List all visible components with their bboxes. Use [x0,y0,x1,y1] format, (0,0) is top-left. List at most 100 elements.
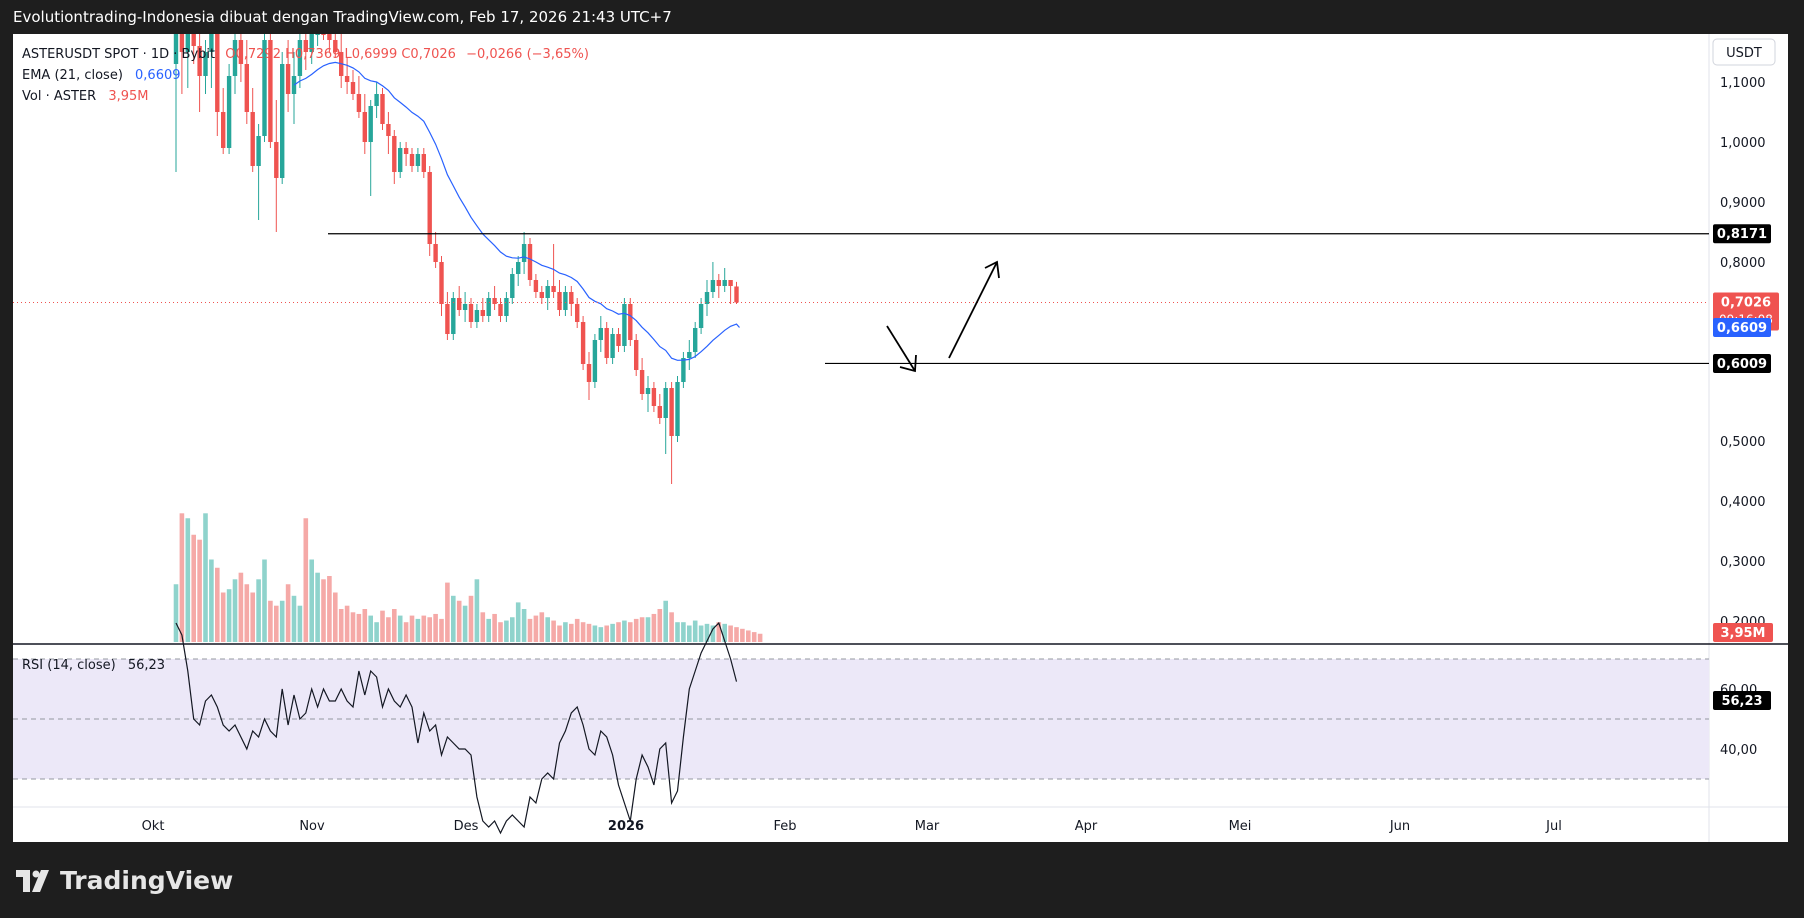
price-tick: 0,9000 [1720,196,1766,211]
volume-bar [740,628,745,642]
volume-bar [580,622,586,642]
volume-bar [179,513,185,642]
candle [675,376,680,442]
candle [262,28,267,142]
candle [710,262,716,298]
candle [468,298,474,328]
ema-price-label: 0,6609 [1717,321,1767,336]
candle [521,232,527,274]
volume-bar [616,622,621,642]
candle [445,292,450,340]
volume-bar [362,609,368,642]
volume-bar [692,620,698,642]
legend-rsi-label: RSI (14, close) [22,658,116,673]
price-tick: 0,5000 [1720,435,1766,450]
volume-bar [468,595,474,642]
volume-bar [462,605,468,642]
legend-symbol[interactable]: ASTERUSDT SPOT · 1D · Bybit [22,47,215,62]
volume-bar [291,595,297,642]
price-tick: 1,0000 [1720,136,1766,151]
rsi-line [175,621,738,835]
time-label: Nov [299,819,325,834]
volume-bar [185,518,191,642]
volume-bar [633,618,639,642]
tradingview-logo[interactable]: TradingView [16,866,233,895]
volume-bar [663,600,668,642]
volume-bar [338,609,344,642]
time-label: Apr [1075,819,1098,834]
volume-bar [704,623,710,642]
candle [628,298,633,346]
tradingview-logo-text: TradingView [60,866,234,895]
volume-bar [409,615,415,642]
candle [575,298,580,328]
candle [221,88,226,154]
currency-box[interactable] [1712,38,1776,66]
volume-bar [191,534,196,642]
volume-bar [545,617,550,642]
volume-bar [657,609,663,642]
candle [392,130,397,184]
price-axis-labels: 0,8171 0,7026 09:16:08 0,6609 0,6009 3,9… [1713,224,1779,710]
price-chart[interactable]: USDT 1,1000 1,0000 0,9000 0,8000 0,5000 … [13,22,1788,842]
candle [203,40,208,94]
legend-rsi-value: 56,23 [128,658,165,673]
candle [510,268,515,304]
legend-rsi[interactable]: RSI (14, close) 56,23 [22,658,165,673]
candle [663,382,668,454]
candle [451,292,456,340]
volume-bar [527,618,533,642]
candle [380,88,385,130]
legend-change: −0,0266 (−3,65%) [466,47,589,62]
candle [350,70,356,100]
volume-bar [268,600,273,642]
volume-bar [386,617,391,642]
candle [687,340,692,370]
volume-bar [539,612,545,642]
ema-line [293,61,740,361]
volume-bar [433,613,438,642]
candle [716,274,721,298]
volume-bar [492,613,497,642]
volume-bar [297,605,303,642]
volume-bar [439,618,444,642]
candle [427,166,432,256]
candle [280,52,285,184]
volume-bar [356,613,362,642]
candle [297,28,303,88]
volume-bars [173,513,763,642]
volume-bar [687,625,692,642]
volume-bar [734,627,739,642]
volume-bar [274,605,279,642]
candle [704,280,710,316]
volume-bar [480,612,486,642]
time-label: Jul [1545,819,1562,834]
legend-volume[interactable]: Vol · ASTER 3,95M [22,89,149,104]
candle [492,286,497,310]
down-arrow-drawing[interactable] [886,325,917,373]
volume-bar [309,559,314,642]
volume-bar [645,617,651,642]
legend-ema[interactable]: EMA (21, close) 0,6609 [22,68,181,83]
volume-bar [285,584,291,642]
volume-bar [374,622,379,642]
time-axis[interactable]: Okt Nov Des 2026 Feb Mar Apr Mei Jun Jul [142,819,1562,834]
candle [486,292,491,322]
candle [657,394,662,424]
volume-bar [533,615,539,642]
price-tick: 0,3000 [1720,555,1766,570]
candle [362,94,367,154]
volume-bar [415,618,421,642]
volume-bar [675,622,680,642]
candle [356,76,362,118]
volume-bar [728,625,733,642]
rsi-value-label: 56,23 [1721,694,1762,709]
volume-bar [628,622,633,642]
volume-bar [344,605,350,642]
volume-bar [639,617,645,642]
footer-bar [0,842,1804,918]
volume-bar [232,579,238,642]
time-label: Feb [773,819,796,834]
candle [551,244,556,298]
up-arrow-drawing[interactable] [948,260,1000,359]
